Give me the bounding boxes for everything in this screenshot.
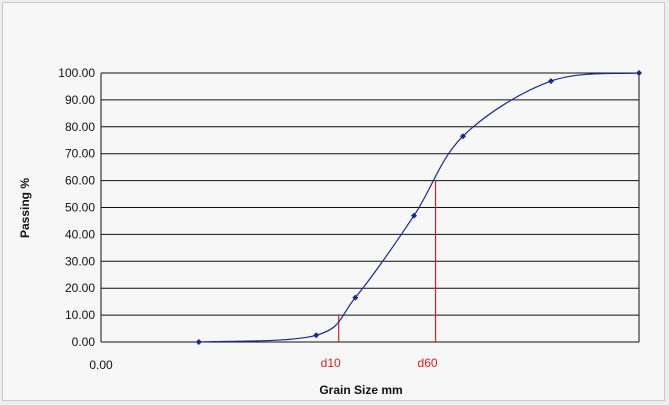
data-point-2 <box>352 294 359 301</box>
reference-lines <box>338 180 437 342</box>
y-tick-label: 90.00 <box>65 93 95 107</box>
grain-size-distribution-chart: 0.00 10.00 20.00 30.00 40.00 50.00 60.00 70.00 8… <box>18 66 642 397</box>
data-point-5 <box>547 78 554 85</box>
data-point-6 <box>636 70 642 76</box>
x-tick-label: 0.00 <box>89 358 113 372</box>
y-tick-label: 40.00 <box>65 227 95 241</box>
gridlines <box>101 72 639 316</box>
y-axis-title: Passing % <box>18 178 32 238</box>
y-tick-label: 10.00 <box>65 308 95 322</box>
chart-frame: 0.00 10.00 20.00 30.00 40.00 50.00 60.00 70.00 8… <box>2 2 665 401</box>
data-point-3 <box>411 212 418 219</box>
y-tick-label: 30.00 <box>65 254 95 268</box>
y-tick-label: 20.00 <box>65 281 95 295</box>
y-tick-label: 80.00 <box>65 120 95 134</box>
y-tick-label: 0.00 <box>72 335 96 349</box>
ref-label-d10: d10 <box>321 356 341 370</box>
data-point-4 <box>459 133 466 140</box>
y-tick-label: 50.00 <box>65 201 95 215</box>
ref-label-d60: d60 <box>418 356 438 370</box>
y-tick-label: 60.00 <box>65 174 95 188</box>
data-point-1 <box>313 332 320 339</box>
y-tick-label: 70.00 <box>65 147 95 161</box>
y-tick-label: 100.00 <box>58 66 95 80</box>
x-axis-title: Grain Size mm <box>319 383 402 397</box>
data-points <box>195 70 642 345</box>
axes <box>100 73 640 343</box>
data-point-0 <box>195 339 202 345</box>
tick-labels: 0.00 10.00 20.00 30.00 40.00 50.00 60.00 70.00 8… <box>58 66 438 372</box>
